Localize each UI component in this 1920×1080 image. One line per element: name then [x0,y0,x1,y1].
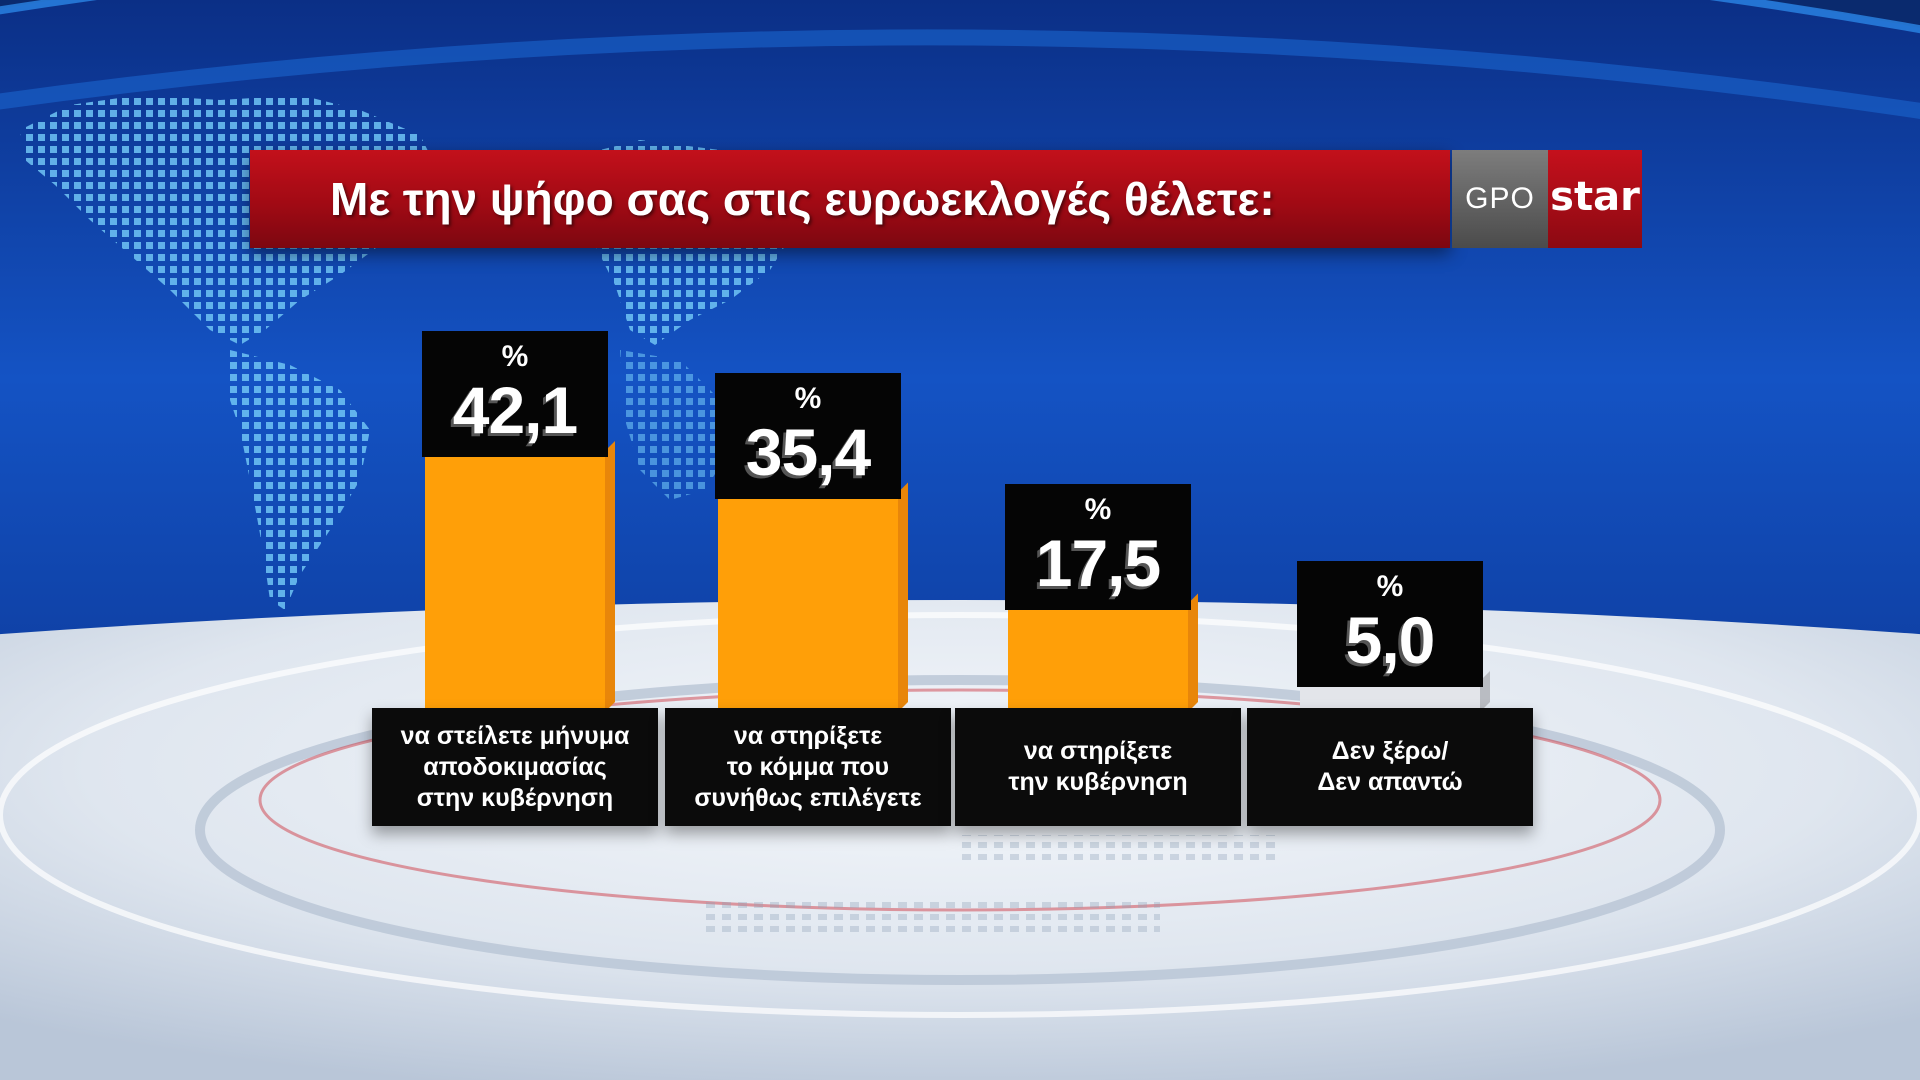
gpo-logo: GPO [1452,150,1548,248]
bar [425,450,605,712]
category-label-line: Δεν ξέρω/ [1331,737,1449,765]
category-label: να στείλετε μήνυμα αποδοκιμασίας στην κυβέ… [372,708,658,826]
category-label-line: Δεν απαντώ [1317,768,1463,796]
value-number: 35,4 [745,414,871,489]
percent-sign: % [501,339,529,373]
value-number: 17,5 [1035,525,1161,600]
value-label: % 17,5 [1005,483,1191,610]
category-label-line: το κόμμα που [726,752,890,781]
category-label-line: να στηρίξετε [733,721,883,750]
bar-side [605,440,615,712]
category-label-line: στην κυβέρνηση [416,783,614,812]
category-label-line: την κυβέρνηση [1008,768,1188,796]
bar [1008,603,1188,712]
bar-side [898,482,908,712]
value-number: 5,0 [1345,603,1436,677]
value-label: % 35,4 [715,372,901,499]
category-label: να στηρίξετε το κόμμα που συνήθως επιλέγετ… [665,708,951,826]
star-logo: star [1548,150,1642,248]
percent-sign: % [1376,570,1404,603]
bar-side [1188,593,1198,712]
title-banner: Με την ψήφο σας στις ευρωεκλογές θέλετε: [250,150,1450,248]
value-number: 42,1 [452,372,578,447]
category-label-line: να στείλετε μήνυμα [400,721,630,750]
category-label: να στηρίξετε την κυβέρνηση [955,708,1241,826]
percent-sign: % [794,381,822,415]
category-label: Δεν ξέρω/Δεν απαντώ [1247,708,1533,826]
value-label: % 5,0 [1297,561,1483,687]
value-label: % 42,1 [422,330,608,457]
chart-title: Με την ψήφο σας στις ευρωεκλογές θέλετε: [330,173,1275,225]
category-label-line: να στηρίξετε [1023,737,1173,765]
category-label-line: αποδοκιμασίας [423,752,607,781]
percent-sign: % [1084,492,1112,526]
category-label-line: συνήθως επιλέγετε [694,783,922,812]
bar [718,492,898,712]
